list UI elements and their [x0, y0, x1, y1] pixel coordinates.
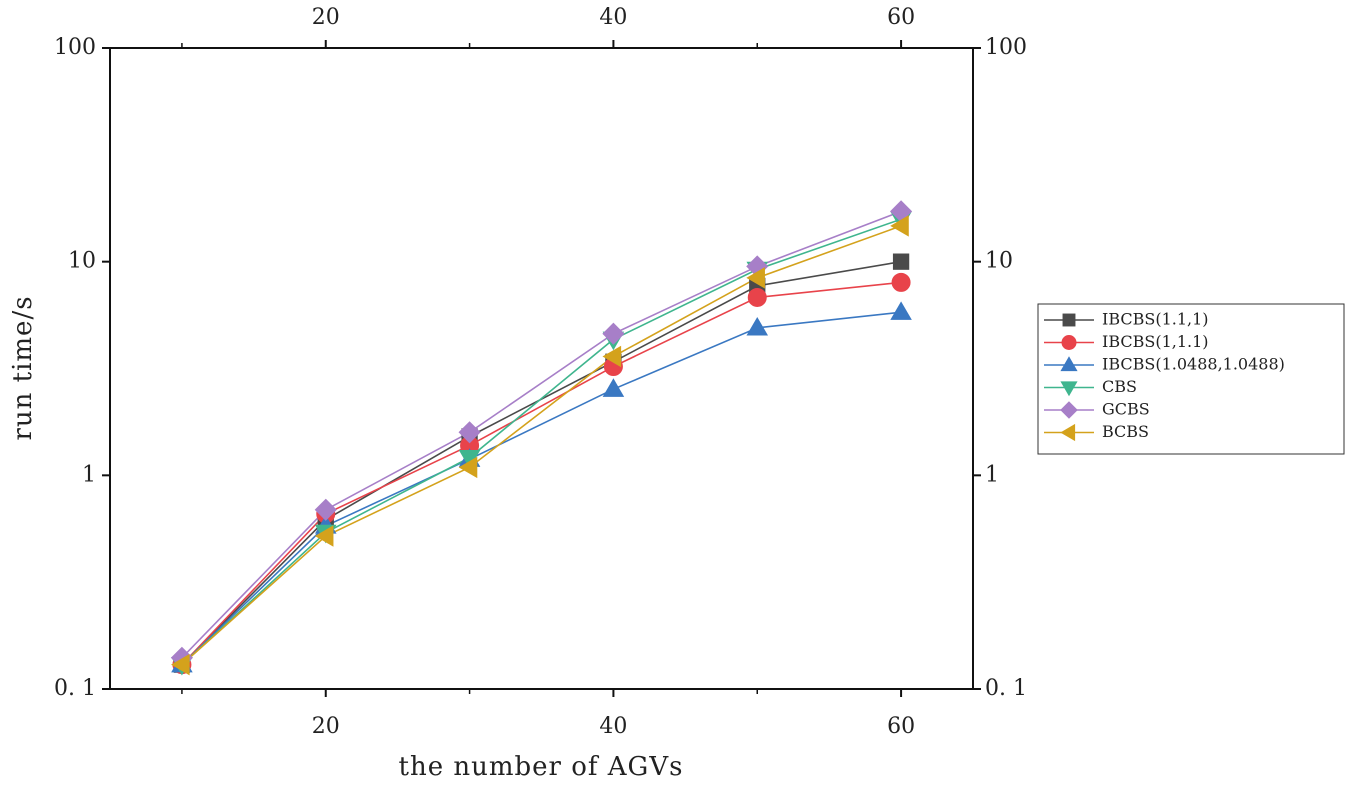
data-point: [314, 525, 334, 547]
x-tick-label-top: 40: [599, 5, 627, 30]
x-tick-label: 60: [887, 714, 915, 739]
series-line: [181, 311, 902, 666]
y-tick-label-right: 100: [985, 35, 1027, 60]
y-axis-title: run time/s: [8, 295, 38, 440]
y-tick-label: 1: [82, 462, 96, 487]
series-line: [181, 210, 902, 659]
data-point: [171, 653, 190, 676]
x-tick-label: 40: [599, 714, 627, 739]
data-point: [891, 272, 911, 292]
legend-label: BCBS: [1102, 422, 1149, 441]
legend-swatch-marker: [1060, 356, 1078, 372]
legend-swatch-marker: [1060, 381, 1078, 397]
data-point: [602, 322, 625, 345]
data-point: [747, 287, 767, 307]
legend-swatch-marker: [1062, 313, 1076, 327]
x-axis-title: the number of AGVs: [399, 752, 684, 782]
data-point: [602, 345, 622, 368]
series-line: [181, 281, 902, 666]
y-tick-label-right: 10: [985, 249, 1013, 274]
data-point: [458, 421, 481, 444]
legend-label: IBCBS(1,1.1): [1102, 332, 1209, 351]
y-tick-label: 0. 1: [54, 676, 96, 701]
legend-box: [1037, 303, 1345, 455]
data-point: [602, 378, 625, 397]
x-tick-label-top: 20: [312, 5, 340, 30]
series-line: [181, 218, 902, 666]
data-point: [890, 215, 909, 237]
plot-frame: [109, 47, 974, 690]
data-point: [892, 253, 910, 270]
y-tick-label: 100: [54, 35, 96, 60]
legend-label: IBCBS(1.0488,1.0488): [1102, 355, 1285, 374]
y-tick-label: 10: [68, 249, 96, 274]
y-tick-label-right: 1: [985, 462, 999, 487]
data-point: [746, 267, 765, 289]
data-point: [746, 316, 769, 336]
legend-swatch-marker: [1060, 423, 1076, 442]
legend-label: IBCBS(1.1,1): [1102, 310, 1209, 329]
series-line: [181, 260, 902, 666]
legend-label: CBS: [1102, 377, 1137, 396]
series-line: [181, 225, 902, 666]
x-tick-label: 20: [312, 714, 340, 739]
legend-label: GCBS: [1102, 400, 1150, 419]
data-point: [314, 498, 337, 521]
y-tick-label-right: 0. 1: [985, 676, 1027, 701]
legend-swatch-marker: [1061, 335, 1077, 350]
data-point: [458, 456, 478, 479]
legend-swatch-marker: [1060, 401, 1078, 419]
x-tick-label-top: 60: [887, 5, 915, 30]
data-point: [890, 301, 912, 320]
